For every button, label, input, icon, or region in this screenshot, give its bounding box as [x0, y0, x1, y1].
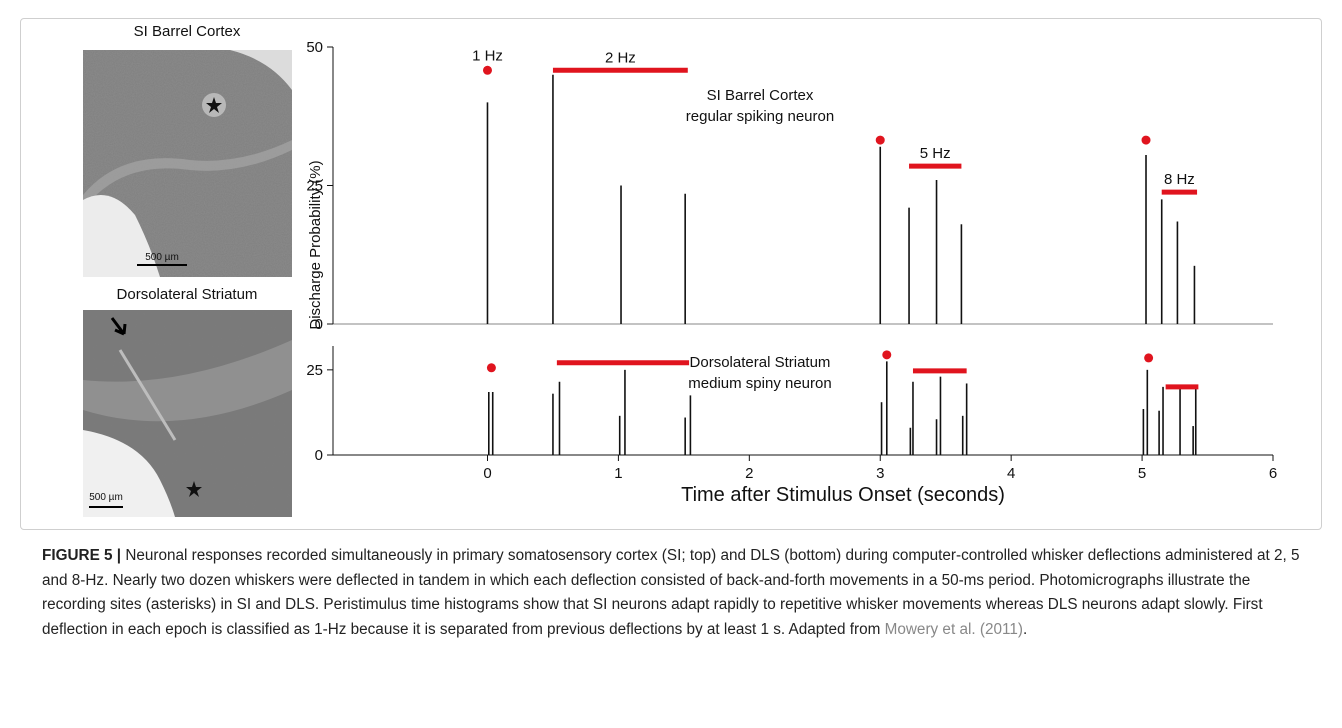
frequency-label: 1 Hz: [472, 47, 503, 64]
panel-label: Dorsolateral Striatum: [690, 354, 831, 371]
panel-label: SI Barrel Cortex: [707, 87, 814, 104]
y-tick-label: 50: [306, 39, 323, 56]
scale-bar-label: 500 µm: [145, 252, 179, 263]
stimulus-marker: [1141, 135, 1151, 145]
photo-bottom: Dorsolateral Striatum 500 µm: [83, 286, 292, 517]
x-tick-label: 0: [483, 465, 491, 482]
caption: FIGURE 5 | Neuronal responses recorded s…: [42, 544, 1317, 642]
x-tick-label: 4: [1007, 465, 1015, 482]
x-tick-label: 5: [1138, 465, 1146, 482]
image-title: SI Barrel Cortex: [134, 23, 241, 40]
x-tick-label: 1: [614, 465, 622, 482]
stimulus-marker: [1144, 353, 1154, 363]
image-title: Dorsolateral Striatum: [117, 286, 258, 303]
panel-label: medium spiny neuron: [688, 375, 831, 392]
x-tick-label: 3: [876, 465, 884, 482]
stimulus-marker: [882, 350, 892, 360]
y-tick-label: 0: [315, 316, 323, 333]
panel-label: regular spiking neuron: [686, 108, 834, 125]
x-tick-label: 6: [1269, 465, 1277, 482]
caption-label: FIGURE 5 |: [42, 547, 122, 564]
y-tick-label: 25: [306, 362, 323, 379]
caption-text: Neuronal responses recorded simultaneous…: [42, 547, 1300, 638]
frequency-label: 5 Hz: [920, 145, 951, 162]
figure-frame: [20, 18, 1322, 530]
frequency-label: 2 Hz: [605, 49, 636, 66]
figure: SI Barrel Cortex 500 µm Dorsolateral Str…: [83, 23, 1277, 517]
caption-end: .: [1022, 620, 1028, 638]
stimulus-marker: [875, 135, 885, 145]
y-tick-label: 25: [306, 178, 323, 195]
x-axis-title: Time after Stimulus Onset (seconds): [681, 484, 1005, 506]
stimulus-marker: [482, 65, 492, 75]
y-axis-title: Discharge Probability (%): [307, 160, 324, 329]
stimulus-marker: [486, 363, 496, 373]
x-tick-label: 2: [745, 465, 753, 482]
frequency-label: 8 Hz: [1164, 171, 1195, 188]
citation-link[interactable]: Mowery et al. (2011): [884, 620, 1023, 638]
photo-top: SI Barrel Cortex 500 µm: [83, 23, 292, 277]
y-tick-label: 0: [315, 447, 323, 464]
scale-bar-label: 500 µm: [89, 492, 123, 503]
